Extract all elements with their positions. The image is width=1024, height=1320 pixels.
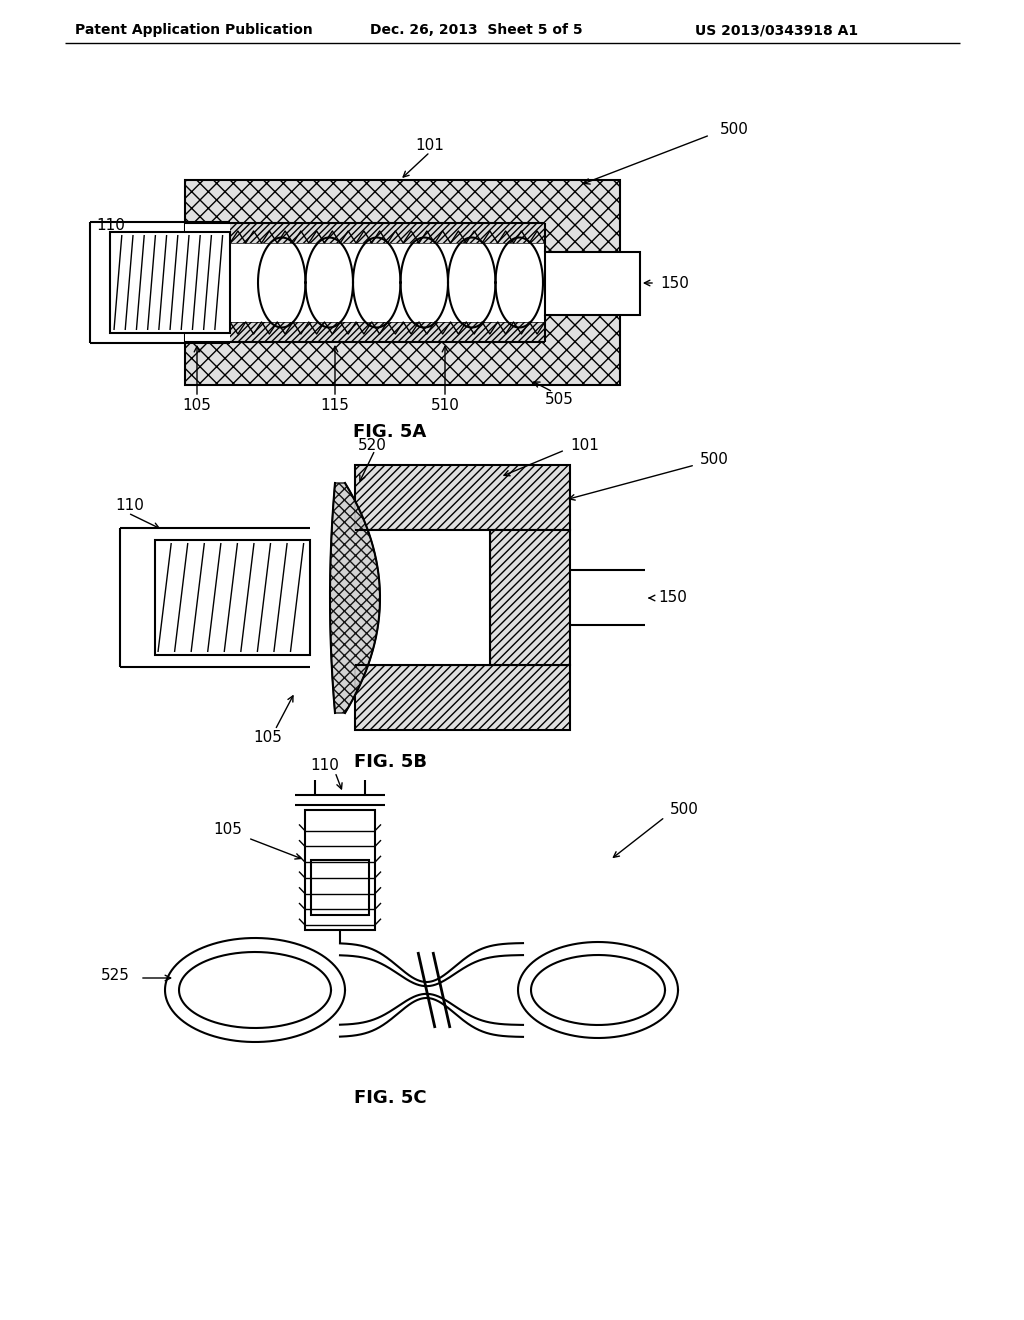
Bar: [110, 232, 230, 333]
Text: FIG. 5A: FIG. 5A: [353, 422, 427, 441]
Bar: [230, 322, 545, 342]
Text: 101: 101: [416, 137, 444, 153]
Text: FIG. 5B: FIG. 5B: [353, 752, 427, 771]
Text: 510: 510: [430, 397, 460, 412]
Text: US 2013/0343918 A1: US 2013/0343918 A1: [695, 22, 858, 37]
Text: 115: 115: [321, 397, 349, 412]
Text: 150: 150: [658, 590, 687, 606]
Text: FIG. 5C: FIG. 5C: [353, 1089, 426, 1107]
Bar: [305, 810, 375, 931]
Text: 105: 105: [182, 397, 211, 412]
Bar: [230, 223, 545, 243]
Text: 525: 525: [101, 968, 130, 982]
Bar: [155, 540, 310, 655]
Text: 520: 520: [358, 437, 387, 453]
Bar: [545, 252, 640, 315]
Text: 110: 110: [115, 498, 144, 512]
Bar: [355, 465, 570, 531]
Polygon shape: [330, 483, 380, 713]
Text: 101: 101: [570, 437, 599, 453]
Text: 105: 105: [213, 822, 242, 837]
Text: 505: 505: [545, 392, 573, 408]
Bar: [185, 180, 620, 385]
Bar: [185, 223, 545, 342]
Bar: [355, 665, 570, 730]
Text: 105: 105: [254, 730, 283, 746]
Bar: [355, 531, 490, 665]
Text: 500: 500: [720, 123, 749, 137]
Text: Patent Application Publication: Patent Application Publication: [75, 22, 312, 37]
Bar: [311, 861, 369, 915]
Text: 500: 500: [670, 803, 698, 817]
Text: Dec. 26, 2013  Sheet 5 of 5: Dec. 26, 2013 Sheet 5 of 5: [370, 22, 583, 37]
Text: 150: 150: [660, 276, 689, 290]
Text: 110: 110: [310, 758, 339, 772]
Text: 500: 500: [700, 453, 729, 467]
Text: 110: 110: [96, 218, 125, 232]
Bar: [490, 531, 570, 665]
